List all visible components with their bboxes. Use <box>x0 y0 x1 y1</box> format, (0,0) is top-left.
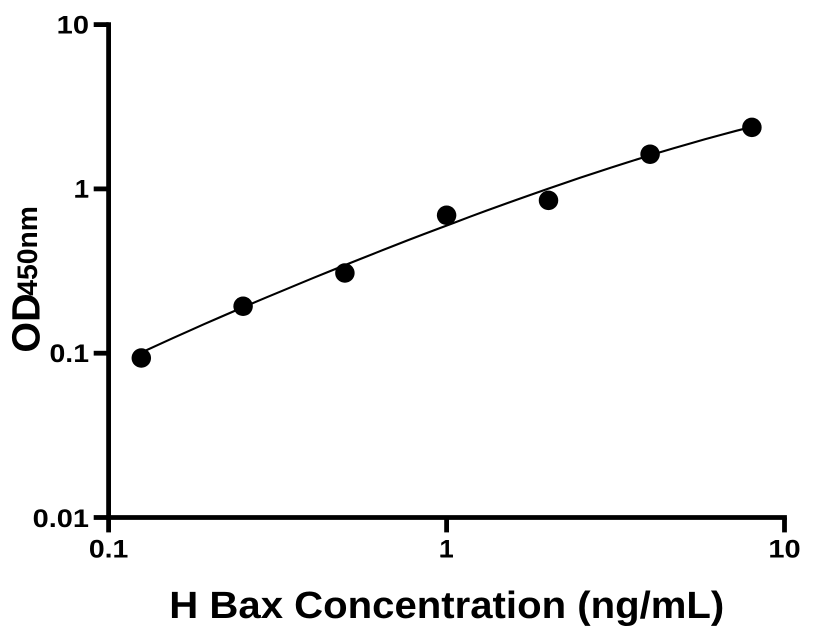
svg-text:H Bax Concentration (ng/mL): H Bax Concentration (ng/mL) <box>169 585 724 627</box>
svg-text:OD450nm: OD450nm <box>4 206 48 353</box>
svg-text:10: 10 <box>57 12 89 40</box>
svg-text:1: 1 <box>75 176 89 204</box>
svg-text:10: 10 <box>768 535 800 563</box>
svg-text:0.1: 0.1 <box>50 340 90 368</box>
svg-text:0.1: 0.1 <box>89 535 129 563</box>
svg-text:1: 1 <box>440 535 454 563</box>
svg-text:0.01: 0.01 <box>33 505 89 533</box>
